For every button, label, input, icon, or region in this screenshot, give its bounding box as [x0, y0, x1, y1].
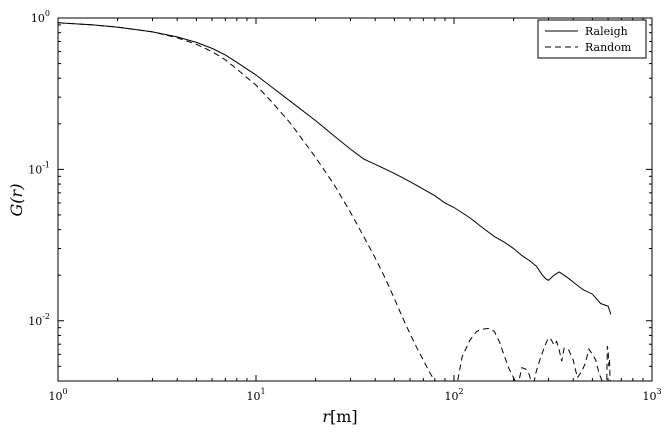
y-tick-label: 10-2 — [28, 312, 50, 328]
y-axis-label: G(r) — [7, 184, 26, 217]
x-tick-label: 100 — [48, 387, 67, 403]
legend-label-random: Random — [585, 41, 632, 54]
x-tick-label-base: 10 — [48, 390, 62, 403]
legend-box — [537, 19, 647, 59]
x-tick-label-exp: 3 — [656, 387, 661, 396]
x-tick-label-exp: 1 — [260, 387, 265, 396]
series-line-random-3 — [606, 345, 611, 381]
x-axis-label-var: r — [322, 407, 331, 426]
x-tick-label-base: 10 — [246, 390, 260, 403]
x-axis-label: r[m] — [322, 407, 357, 426]
x-tick-label: 103 — [642, 387, 661, 403]
y-tick-label-base: 10 — [28, 315, 42, 328]
x-tick-label: 101 — [246, 387, 265, 403]
y-tick-label-exp: -1 — [42, 160, 50, 169]
plot-area — [57, 17, 653, 382]
x-tick-label-exp: 0 — [62, 387, 67, 396]
x-axis-label-unit: [m] — [330, 407, 358, 426]
y-tick-label: 100 — [31, 9, 50, 25]
series-line-random-1 — [58, 22, 436, 381]
legend-label-raleigh: Raleigh — [585, 25, 628, 38]
series-layer — [58, 22, 612, 381]
x-tick-label-base: 10 — [444, 390, 458, 403]
y-tick-label-exp: -2 — [42, 312, 50, 321]
x-tick-label: 102 — [444, 387, 463, 403]
legend: Raleigh Random — [537, 19, 647, 59]
series-line-raleigh-0 — [58, 22, 612, 315]
y-tick-label-base: 10 — [31, 12, 45, 25]
y-tick-label-exp: 0 — [45, 9, 50, 18]
x-tick-label-base: 10 — [642, 390, 656, 403]
y-tick-label-base: 10 — [28, 163, 42, 176]
x-tick-label-exp: 2 — [458, 387, 463, 396]
series-line-random-2 — [457, 327, 603, 381]
y-tick-label: 10-1 — [28, 160, 50, 176]
